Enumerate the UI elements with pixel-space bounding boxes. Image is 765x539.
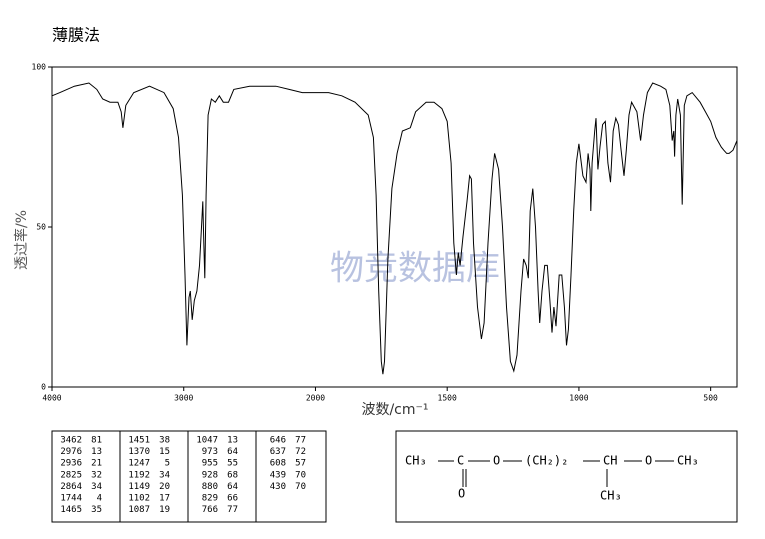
- peak-wavenumber: 1247: [128, 459, 150, 469]
- plot-frame: [51, 66, 738, 388]
- peak-transmittance: 68: [227, 470, 238, 480]
- peak-wavenumber: 766: [202, 505, 218, 515]
- peak-transmittance: 35: [91, 505, 102, 515]
- peak-transmittance: 77: [295, 436, 306, 446]
- peak-wavenumber: 3462: [60, 436, 82, 446]
- peak-transmittance: 13: [91, 447, 102, 457]
- peak-table: [51, 430, 327, 523]
- peak-wavenumber: 1192: [128, 470, 150, 480]
- peak-transmittance: 70: [295, 482, 306, 492]
- x-tick-label: 1500: [438, 394, 457, 403]
- peak-transmittance: 57: [295, 459, 306, 469]
- peak-wavenumber: 2936: [60, 459, 82, 469]
- peak-transmittance: 81: [91, 436, 102, 446]
- peak-transmittance: 64: [227, 447, 238, 457]
- peak-transmittance: 17: [159, 494, 170, 504]
- peak-wavenumber: 955: [202, 459, 218, 469]
- group: C: [457, 454, 464, 468]
- x-tick-label: 2000: [306, 394, 325, 403]
- peak-transmittance: 64: [227, 482, 238, 492]
- peak-transmittance: 15: [159, 447, 170, 457]
- peak-transmittance: 34: [159, 470, 170, 480]
- peak-wavenumber: 1451: [128, 436, 150, 446]
- peak-transmittance: 77: [227, 505, 238, 515]
- peak-wavenumber: 1102: [128, 494, 150, 504]
- x-tick-label: 1000: [569, 394, 588, 403]
- structure: CH₃ C O O (CH₂)₂ CH O CH₃ CH₃: [405, 454, 699, 503]
- peak-transmittance: 70: [295, 470, 306, 480]
- x-tick-label: 3000: [174, 394, 193, 403]
- peak-wavenumber: 829: [202, 494, 218, 504]
- peak-transmittance: 32: [91, 470, 102, 480]
- peak-transmittance: 20: [159, 482, 170, 492]
- y-tick-label: 0: [41, 383, 46, 392]
- peak-transmittance: 55: [227, 459, 238, 469]
- x-axis-label: 波数/cm⁻¹: [361, 402, 428, 418]
- peak-transmittance: 5: [165, 459, 170, 469]
- group: CH: [603, 454, 617, 468]
- peak-transmittance: 4: [97, 494, 102, 504]
- y-tick-label: 50: [36, 223, 46, 232]
- peak-wavenumber: 1149: [128, 482, 150, 492]
- watermark: 物竞数据库: [330, 249, 500, 289]
- group: CH₃: [600, 489, 622, 503]
- peak-wavenumber: 1465: [60, 505, 82, 515]
- y-axis-label: 透过率/%: [13, 210, 30, 270]
- peak-wavenumber: 880: [202, 482, 218, 492]
- peak-transmittance: 38: [159, 436, 170, 446]
- peak-wavenumber: 637: [270, 447, 286, 457]
- spectrum-line: [51, 82, 738, 375]
- group: O: [493, 454, 500, 468]
- peak-transmittance: 34: [91, 482, 102, 492]
- peak-transmittance: 19: [159, 505, 170, 515]
- peak-wavenumber: 2825: [60, 470, 82, 480]
- y-tick-label: 100: [32, 63, 47, 72]
- peak-wavenumber: 430: [270, 482, 286, 492]
- group: CH₃: [405, 454, 427, 468]
- peak-wavenumber: 608: [270, 459, 286, 469]
- group: O: [645, 454, 652, 468]
- peak-transmittance: 72: [295, 447, 306, 457]
- peak-wavenumber: 973: [202, 447, 218, 457]
- peak-wavenumber: 439: [270, 470, 286, 480]
- peak-wavenumber: 2976: [60, 447, 82, 457]
- peak-transmittance: 66: [227, 494, 238, 504]
- peak-wavenumber: 1370: [128, 447, 150, 457]
- peak-wavenumber: 1744: [60, 494, 82, 504]
- peak-wavenumber: 1087: [128, 505, 150, 515]
- group: (CH₂)₂: [525, 454, 568, 468]
- group: O: [458, 487, 465, 501]
- peak-transmittance: 21: [91, 459, 102, 469]
- peak-wavenumber: 646: [270, 436, 286, 446]
- peak-wavenumber: 2864: [60, 482, 82, 492]
- group: CH₃: [677, 454, 699, 468]
- peak-wavenumber: 1047: [196, 436, 218, 446]
- peak-wavenumber: 928: [202, 470, 218, 480]
- chart-title: 薄膜法: [52, 26, 100, 45]
- x-tick-label: 500: [703, 394, 718, 403]
- structure-box: [395, 430, 738, 523]
- peak-transmittance: 13: [227, 436, 238, 446]
- x-tick-label: 4000: [42, 394, 61, 403]
